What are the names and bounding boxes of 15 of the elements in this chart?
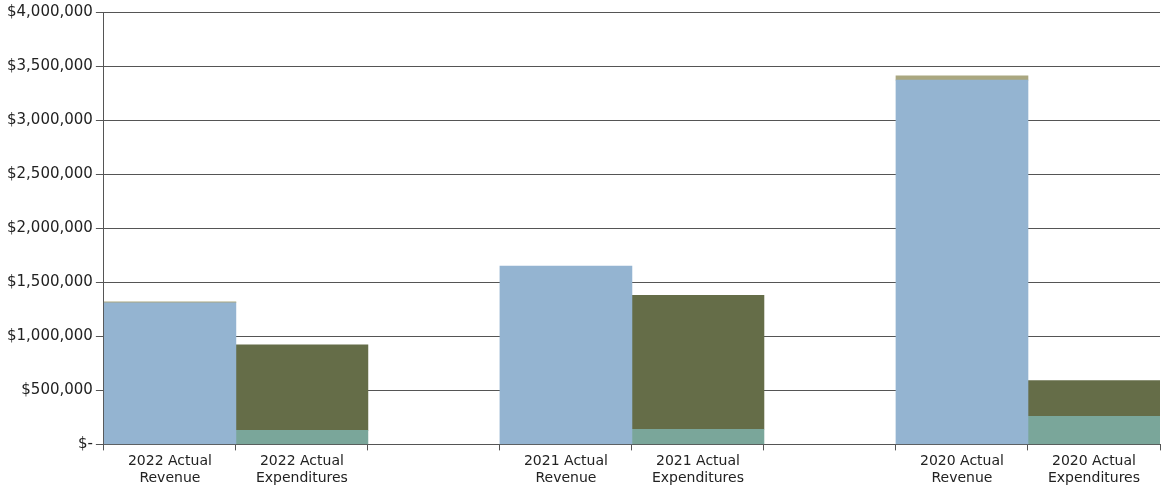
y-tick-label: $1,000,000 (6, 326, 93, 345)
y-tick-label: $4,000,000 (6, 1, 93, 20)
y-tick-label: $2,000,000 (6, 218, 93, 237)
y-tick-label: $3,500,000 (6, 55, 93, 74)
x-tick-label: 2022 Actual Expenditures (255, 452, 348, 486)
x-tick-label: 2020 Actual Revenue (920, 452, 1004, 486)
y-tick-label: $- (77, 434, 93, 453)
x-tick-label: 2021 Actual Expenditures (651, 452, 744, 486)
y-tick-label: $2,500,000 (6, 164, 93, 183)
y-tick-label: $500,000 (21, 380, 93, 399)
y-tick-label: $3,000,000 (6, 109, 93, 128)
y-tick-label: $1,500,000 (6, 272, 93, 291)
x-tick-label: 2020 Actual Expenditures (1047, 452, 1140, 486)
x-tick-label: 2021 Actual Revenue (523, 452, 608, 486)
x-tick-label: 2022 Actual Revenue (127, 452, 212, 486)
